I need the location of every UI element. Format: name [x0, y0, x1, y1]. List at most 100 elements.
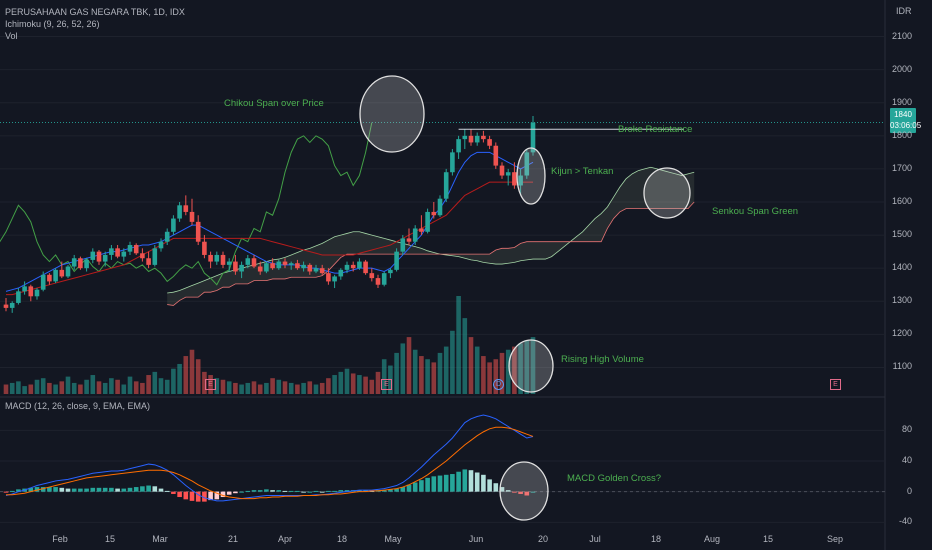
candle-body	[47, 274, 52, 282]
time-tick-label: 18	[650, 534, 662, 544]
macd-histogram-bar	[450, 474, 455, 492]
macd-histogram-bar	[301, 491, 306, 493]
volume-bar	[28, 384, 34, 394]
time-tick-label: Jul	[589, 534, 601, 544]
earnings-marker[interactable]: E	[205, 379, 216, 390]
time-tick-label: Jun	[468, 534, 484, 544]
volume-bar	[400, 343, 406, 394]
candle-body	[189, 211, 195, 222]
macd-histogram-bar	[388, 489, 393, 492]
candle-body	[270, 263, 275, 269]
candle-body	[22, 286, 27, 292]
volume-bar	[34, 379, 40, 394]
time-tick-label: Aug	[703, 534, 721, 544]
macd-histogram-bar	[245, 490, 251, 492]
macd-histogram-bar	[487, 479, 492, 492]
earnings-marker[interactable]: E	[381, 379, 392, 390]
volume-bar	[437, 352, 443, 394]
candle-body	[133, 245, 139, 254]
candle-body	[419, 228, 424, 232]
volume-bar	[326, 378, 331, 394]
macd-tick-label: 40	[901, 455, 912, 465]
dividend-marker[interactable]: D	[493, 379, 504, 390]
candle-body	[28, 286, 34, 297]
macd-histogram-bar	[152, 486, 158, 492]
volume-bar	[220, 379, 226, 394]
candle-body	[84, 259, 89, 269]
volume-bar	[59, 381, 65, 394]
price-tick-label: 2000	[891, 63, 912, 74]
volume-bar	[264, 382, 269, 394]
candle-body	[481, 135, 486, 140]
price-tick-label: 1200	[891, 328, 912, 339]
volume-bar	[406, 337, 412, 394]
volume-bar	[499, 352, 505, 394]
candle-body	[102, 254, 108, 262]
macd-histogram-bar	[195, 491, 201, 502]
macd-histogram-bar	[3, 491, 9, 493]
last-price-value: 1840	[894, 110, 912, 119]
macd-histogram-bar	[394, 488, 399, 492]
senkou-span-b-line	[167, 201, 695, 306]
macd-histogram-bar	[295, 490, 300, 492]
volume-bar	[65, 376, 71, 394]
volume-bar	[96, 381, 102, 394]
macd-histogram-bar	[481, 474, 486, 492]
macd-histogram-bar	[276, 490, 282, 492]
annotation-chikou: Chikou Span over Price	[224, 98, 324, 109]
volume-bar	[214, 378, 220, 394]
candle-body	[251, 258, 257, 267]
macd-histogram-bar	[183, 491, 189, 500]
macd-histogram-bar	[171, 491, 176, 494]
volume-bar	[431, 362, 437, 394]
volume-bar	[468, 337, 474, 394]
volume-bar	[226, 381, 232, 394]
volume-bar	[251, 381, 257, 394]
volume-bar	[127, 376, 133, 394]
volume-bar	[152, 371, 158, 394]
earnings-marker[interactable]: E	[830, 379, 841, 390]
volume-bar	[146, 375, 151, 394]
macd-histogram-bar	[226, 491, 232, 495]
macd-histogram-bar	[220, 491, 226, 498]
volume-bar	[71, 382, 77, 394]
macd-histogram-bar	[412, 482, 418, 492]
candle-body	[233, 261, 238, 272]
candle-body	[357, 261, 362, 269]
candle-body	[146, 258, 151, 265]
chikou-highlight-circle	[359, 75, 425, 153]
price-tick-label: 1800	[891, 129, 912, 140]
candle-body	[301, 264, 306, 269]
price-tick-label: 2100	[891, 30, 912, 41]
volume-bar	[239, 384, 244, 394]
volume-bar	[22, 386, 27, 394]
time-tick-label: 20	[537, 534, 549, 544]
volume-bar	[332, 375, 337, 394]
candle-body	[326, 273, 331, 282]
volume-bar	[245, 382, 251, 394]
candle-body	[344, 264, 350, 270]
candle-body	[468, 135, 474, 143]
macd-histogram-bar	[127, 487, 133, 492]
candle-body	[456, 139, 461, 153]
volume-bar	[257, 384, 263, 394]
volume-bar	[121, 384, 127, 394]
macd-histogram-bar	[84, 488, 89, 492]
macd-histogram-bar	[121, 488, 127, 492]
macd-histogram-bar	[202, 491, 207, 502]
kijun-line	[6, 181, 533, 296]
macd-histogram-bar	[71, 488, 77, 492]
time-tick-label: Sep	[826, 534, 844, 544]
candle-body	[96, 251, 102, 262]
candle-body	[425, 211, 430, 232]
macd-histogram-bar	[443, 474, 449, 492]
macd-histogram-bar	[34, 487, 40, 492]
candle-body	[257, 266, 263, 272]
candle-body	[369, 273, 375, 279]
volume-bar	[456, 296, 461, 394]
macd-histogram-bar	[9, 490, 15, 492]
volume-bar	[307, 381, 313, 394]
macd-histogram-bar	[90, 487, 96, 492]
volume-bar	[133, 381, 139, 394]
